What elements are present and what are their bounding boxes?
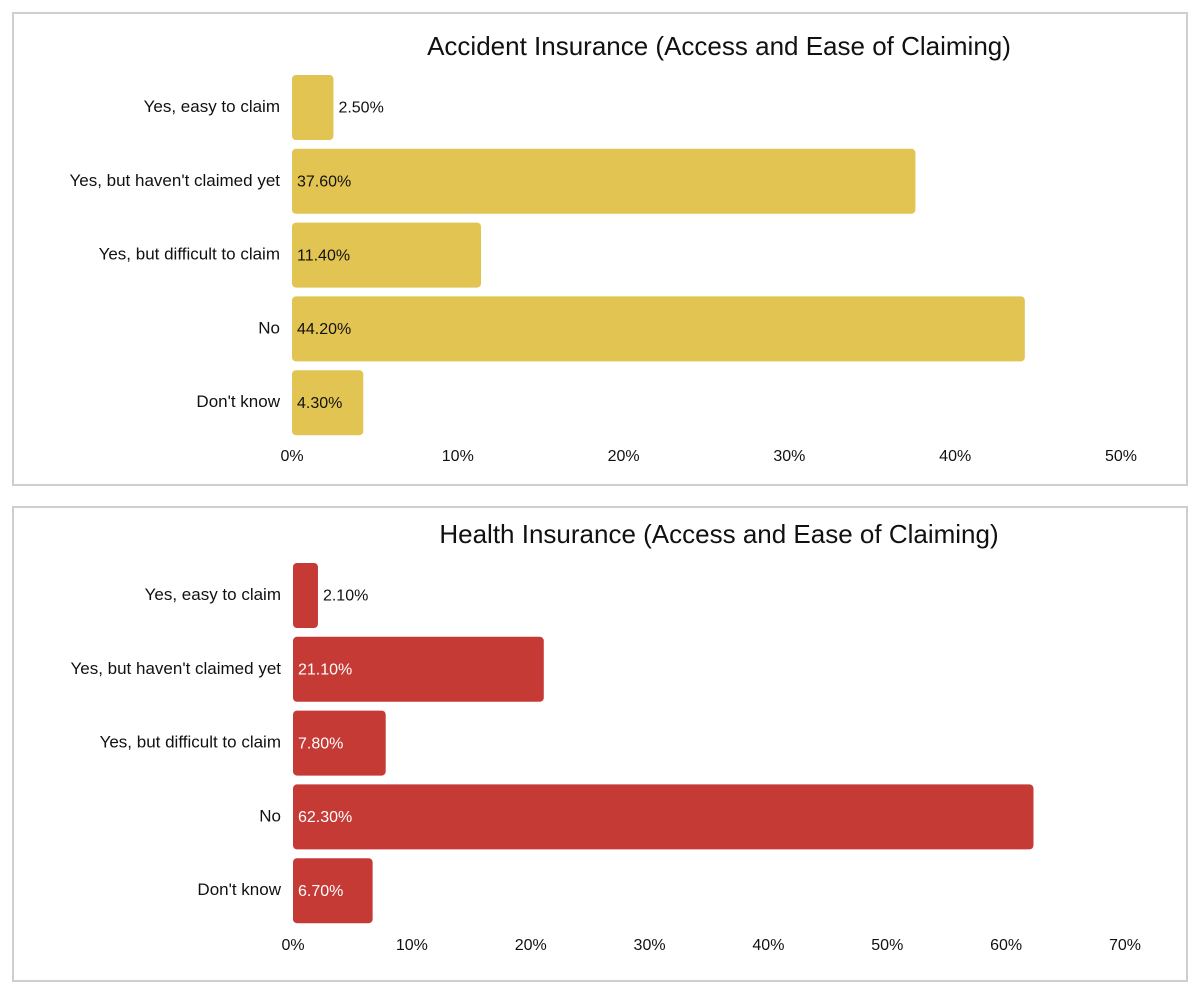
category-label: No xyxy=(259,806,281,825)
data-label: 4.30% xyxy=(297,395,342,412)
data-label: 21.10% xyxy=(298,662,352,679)
category-label: Yes, but haven't claimed yet xyxy=(69,171,280,190)
chart-title: Accident Insurance (Access and Ease of C… xyxy=(427,31,1011,61)
x-tick-label: 60% xyxy=(990,937,1022,954)
category-label: Don't know xyxy=(197,880,281,899)
accident-insurance-chart: Accident Insurance (Access and Ease of C… xyxy=(69,31,1137,465)
bar xyxy=(292,296,1025,362)
bar xyxy=(292,370,364,436)
category-label: Yes, easy to claim xyxy=(145,585,281,604)
x-tick-label: 30% xyxy=(634,937,666,954)
x-tick-label: 70% xyxy=(1109,937,1141,954)
x-tick-label: 30% xyxy=(773,448,805,465)
data-label: 2.10% xyxy=(323,588,368,605)
bar xyxy=(293,784,1034,850)
category-label: No xyxy=(258,318,280,337)
x-tick-label: 40% xyxy=(752,937,784,954)
bar xyxy=(293,710,386,776)
x-tick-label: 20% xyxy=(608,448,640,465)
x-tick-label: 50% xyxy=(1105,448,1137,465)
x-tick-label: 0% xyxy=(281,937,304,954)
accident-insurance-chart-panel: Accident Insurance (Access and Ease of C… xyxy=(12,12,1188,486)
x-tick-label: 40% xyxy=(939,448,971,465)
health-insurance-chart-panel: Health Insurance (Access and Ease of Cla… xyxy=(12,506,1188,982)
category-label: Yes, easy to claim xyxy=(144,97,280,116)
bar xyxy=(292,148,916,214)
data-label: 62.30% xyxy=(298,809,352,826)
chart-title: Health Insurance (Access and Ease of Cla… xyxy=(439,519,998,549)
x-tick-label: 10% xyxy=(396,937,428,954)
health-insurance-chart: Health Insurance (Access and Ease of Cla… xyxy=(70,519,1141,954)
x-tick-label: 10% xyxy=(442,448,474,465)
bar xyxy=(293,858,373,924)
bar xyxy=(292,222,482,288)
data-label: 6.70% xyxy=(298,883,343,900)
bar xyxy=(292,75,334,140)
category-label: Yes, but difficult to claim xyxy=(100,733,281,752)
data-label: 7.80% xyxy=(298,735,343,752)
data-label: 37.60% xyxy=(297,174,351,191)
x-tick-label: 50% xyxy=(871,937,903,954)
x-tick-label: 20% xyxy=(515,937,547,954)
category-label: Yes, but haven't claimed yet xyxy=(70,659,281,678)
bar xyxy=(293,636,544,702)
data-label: 2.50% xyxy=(338,100,383,117)
data-label: 11.40% xyxy=(297,247,350,264)
category-label: Yes, but difficult to claim xyxy=(99,245,280,264)
bar xyxy=(293,563,318,628)
data-label: 44.20% xyxy=(297,321,351,338)
category-label: Don't know xyxy=(196,392,280,411)
x-tick-label: 0% xyxy=(280,448,303,465)
